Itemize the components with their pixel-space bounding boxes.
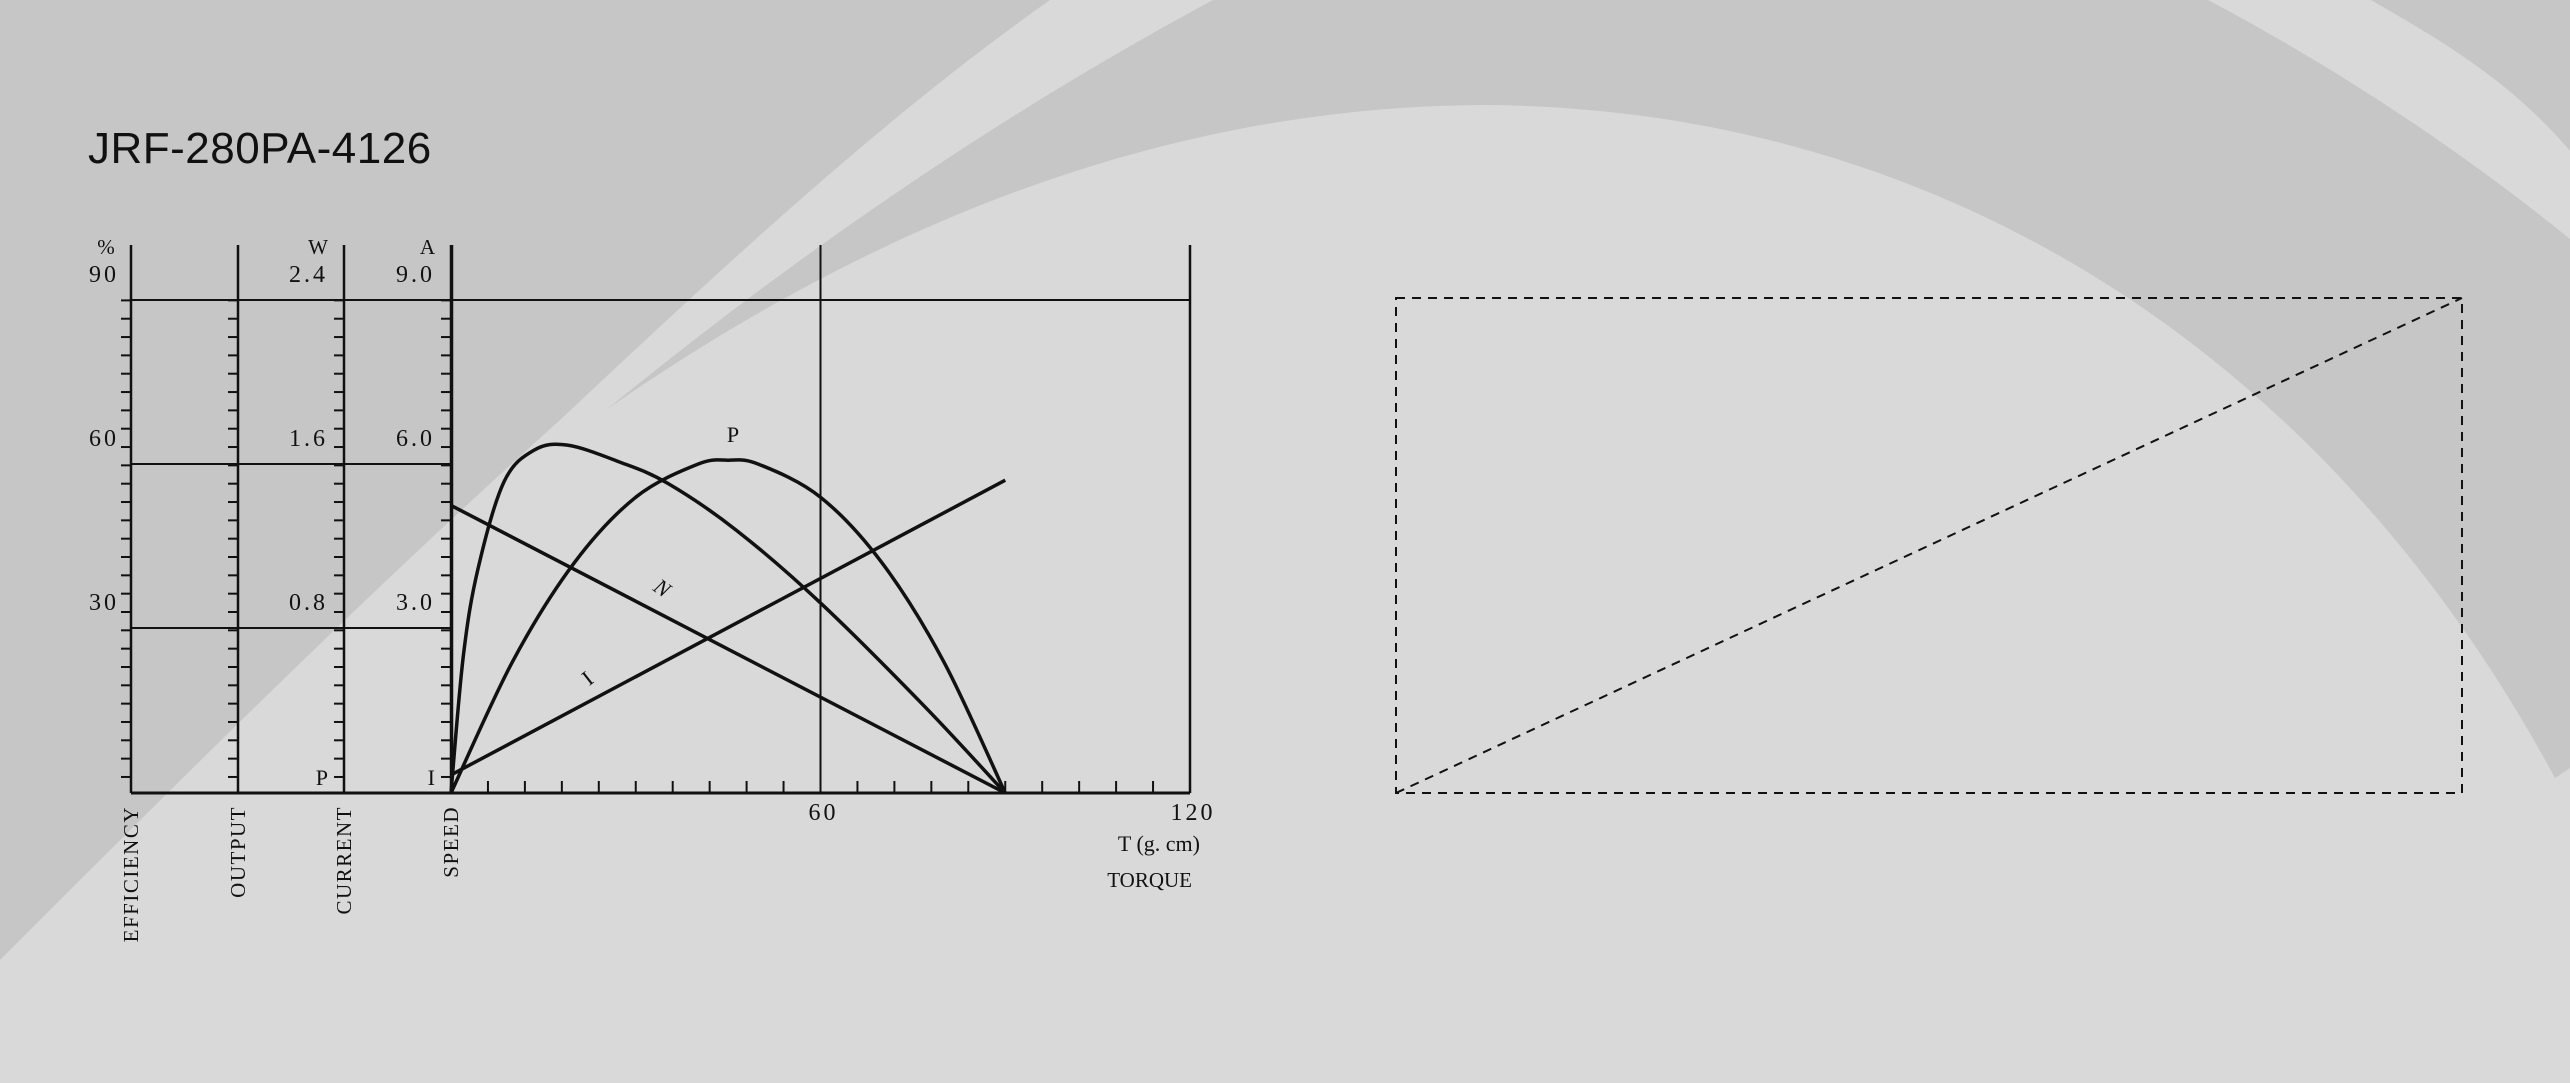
y-tick-label: 0.8 xyxy=(289,590,328,616)
y-tick-label: 30 xyxy=(89,590,119,616)
series-line-output xyxy=(449,458,1007,794)
y-axis-series-marker: P xyxy=(316,765,328,790)
x-tick-label: 120 xyxy=(1171,800,1216,826)
y-axis-name-speed: SPEED xyxy=(439,806,463,878)
chart-title: JRF-280PA-4126 xyxy=(88,124,432,173)
series-line-efficiency xyxy=(449,442,1007,795)
series-line-speed xyxy=(450,503,1007,795)
x-tick-label: 60 xyxy=(809,800,839,826)
series-label-i: I xyxy=(577,666,598,690)
y-tick-label: 60 xyxy=(89,426,119,452)
y-tick-label: 2.4 xyxy=(289,262,328,288)
series-label-n: N xyxy=(648,573,676,603)
y-axis-name-output: OUTPUT xyxy=(226,806,250,898)
y-tick-label: 1.6 xyxy=(289,426,328,452)
y-axis-unit-output: W xyxy=(308,235,328,259)
y-axis-series-marker: I xyxy=(428,765,435,790)
y-axis-unit-efficiency: % xyxy=(97,235,115,259)
y-axis-unit-current: A xyxy=(420,235,436,259)
y-axis-name-efficiency: EFFICIENCY xyxy=(119,806,143,942)
series-label-p: P xyxy=(727,422,739,447)
x-axis-label: T (g. cm) xyxy=(1118,831,1200,856)
placeholder-dashed-box xyxy=(1395,297,2463,794)
x-axis-name: TORQUE xyxy=(1107,868,1192,892)
series-line-current xyxy=(450,478,1007,777)
y-tick-label: 9.0 xyxy=(396,262,435,288)
y-tick-label: 90 xyxy=(89,262,119,288)
y-tick-label: 6.0 xyxy=(396,426,435,452)
y-tick-label: 3.0 xyxy=(396,590,435,616)
y-axis-name-current: CURRENT xyxy=(332,806,356,915)
